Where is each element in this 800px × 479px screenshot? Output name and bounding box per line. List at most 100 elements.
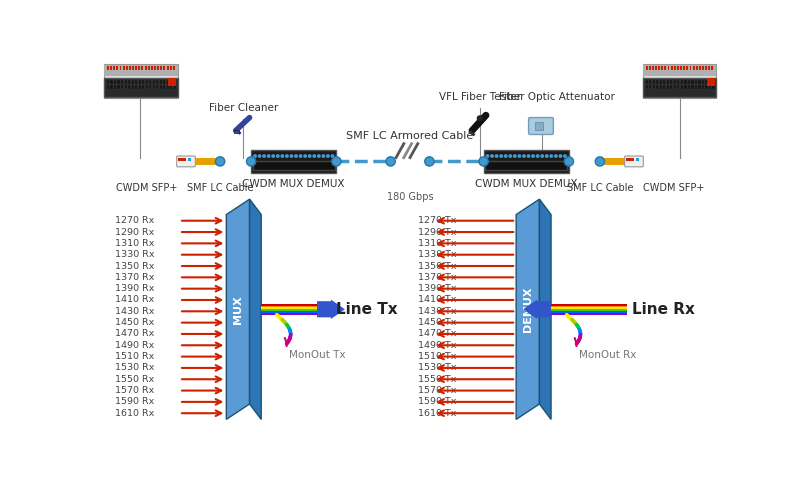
Bar: [691, 80, 694, 84]
Bar: [551, 308, 627, 309]
Text: Fiber Optic Attenuator: Fiber Optic Attenuator: [499, 92, 615, 102]
Circle shape: [479, 157, 488, 166]
Circle shape: [281, 154, 284, 158]
Bar: [166, 80, 169, 84]
Circle shape: [317, 154, 321, 158]
Circle shape: [425, 157, 434, 166]
Bar: [696, 66, 698, 70]
Bar: [694, 80, 697, 84]
Bar: [135, 66, 137, 70]
Bar: [122, 66, 125, 70]
Bar: [653, 80, 655, 84]
Text: 1370 Tx: 1370 Tx: [418, 273, 457, 282]
Bar: [653, 85, 655, 89]
Bar: [711, 66, 714, 70]
Text: 1450 Tx: 1450 Tx: [418, 318, 457, 327]
Circle shape: [285, 154, 289, 158]
Circle shape: [262, 154, 266, 158]
Bar: [131, 85, 134, 89]
Bar: [691, 85, 694, 89]
Text: 1270 Rx: 1270 Rx: [115, 216, 154, 225]
Bar: [551, 311, 627, 313]
Bar: [551, 304, 627, 306]
Bar: [142, 66, 143, 70]
Bar: [178, 158, 186, 161]
FancyBboxPatch shape: [529, 117, 554, 135]
Bar: [652, 66, 654, 70]
Circle shape: [290, 154, 294, 158]
Polygon shape: [539, 199, 551, 420]
Bar: [681, 85, 683, 89]
Text: 1310 Rx: 1310 Rx: [115, 239, 154, 248]
Bar: [688, 85, 690, 89]
Text: MUX: MUX: [233, 295, 243, 324]
Text: SMF LC Cable: SMF LC Cable: [187, 183, 254, 193]
Circle shape: [330, 154, 334, 158]
Bar: [683, 66, 685, 70]
Circle shape: [595, 157, 605, 166]
Circle shape: [308, 154, 312, 158]
Text: 1430 Tx: 1430 Tx: [418, 307, 457, 316]
Bar: [702, 85, 704, 89]
Bar: [156, 85, 158, 89]
Bar: [166, 66, 169, 70]
Bar: [253, 160, 335, 170]
Bar: [684, 80, 686, 84]
Circle shape: [253, 154, 257, 158]
Bar: [655, 66, 657, 70]
Bar: [680, 66, 682, 70]
Circle shape: [326, 154, 330, 158]
Text: 1330 Rx: 1330 Rx: [114, 250, 154, 259]
Bar: [107, 66, 109, 70]
Bar: [663, 80, 666, 84]
Bar: [681, 80, 683, 84]
Bar: [677, 80, 679, 84]
Circle shape: [522, 154, 526, 158]
Bar: [656, 80, 658, 84]
Bar: [666, 85, 669, 89]
Bar: [148, 66, 150, 70]
Circle shape: [536, 154, 539, 158]
Bar: [145, 66, 146, 70]
Bar: [173, 66, 174, 70]
Bar: [153, 85, 155, 89]
Circle shape: [486, 154, 490, 158]
Bar: [251, 150, 336, 173]
Bar: [114, 66, 115, 70]
Circle shape: [545, 154, 549, 158]
Circle shape: [558, 154, 562, 158]
Bar: [706, 80, 707, 84]
Bar: [712, 80, 714, 84]
Bar: [649, 80, 651, 84]
Bar: [262, 309, 317, 311]
Bar: [149, 80, 151, 84]
Bar: [677, 66, 679, 70]
Circle shape: [386, 157, 395, 166]
Bar: [670, 85, 673, 89]
Text: 1470 Rx: 1470 Rx: [115, 330, 154, 339]
Text: Fiber Cleaner: Fiber Cleaner: [209, 103, 278, 113]
Text: 1590 Rx: 1590 Rx: [115, 398, 154, 406]
Text: 1570 Rx: 1570 Rx: [115, 386, 154, 395]
Bar: [674, 85, 676, 89]
Bar: [128, 80, 130, 84]
Bar: [706, 66, 707, 70]
Text: 1390 Tx: 1390 Tx: [418, 284, 457, 293]
Circle shape: [494, 154, 498, 158]
Text: MonOut Rx: MonOut Rx: [578, 350, 636, 360]
Bar: [656, 85, 658, 89]
Bar: [707, 78, 714, 86]
Text: MonOut Tx: MonOut Tx: [289, 350, 346, 360]
Bar: [262, 313, 317, 315]
FancyBboxPatch shape: [177, 156, 195, 167]
Circle shape: [540, 154, 544, 158]
Bar: [132, 66, 134, 70]
Bar: [135, 85, 138, 89]
Bar: [551, 309, 627, 311]
Text: 1290 Rx: 1290 Rx: [115, 228, 154, 237]
Bar: [702, 80, 704, 84]
Circle shape: [246, 157, 256, 166]
Bar: [649, 85, 651, 89]
Bar: [104, 65, 178, 76]
Text: 1610 Tx: 1610 Tx: [418, 409, 457, 418]
